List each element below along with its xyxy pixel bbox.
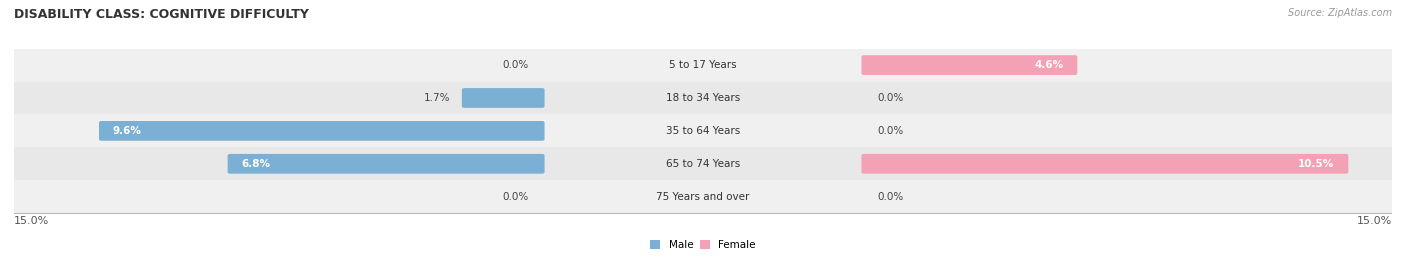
Text: Source: ZipAtlas.com: Source: ZipAtlas.com	[1288, 8, 1392, 18]
Legend: Male, Female: Male, Female	[645, 236, 761, 254]
Text: 35 to 64 Years: 35 to 64 Years	[666, 126, 740, 136]
FancyBboxPatch shape	[862, 55, 1077, 75]
FancyBboxPatch shape	[862, 154, 1348, 174]
Text: 5 to 17 Years: 5 to 17 Years	[669, 60, 737, 70]
Text: 0.0%: 0.0%	[877, 126, 904, 136]
Text: 65 to 74 Years: 65 to 74 Years	[666, 159, 740, 169]
Text: 1.7%: 1.7%	[423, 93, 450, 103]
Text: 0.0%: 0.0%	[877, 192, 904, 202]
Text: 0.0%: 0.0%	[877, 93, 904, 103]
FancyBboxPatch shape	[14, 49, 1392, 82]
Text: 10.5%: 10.5%	[1298, 159, 1334, 169]
Text: 15.0%: 15.0%	[1357, 217, 1392, 227]
FancyBboxPatch shape	[14, 82, 1392, 114]
Text: 4.6%: 4.6%	[1035, 60, 1063, 70]
FancyBboxPatch shape	[228, 154, 544, 174]
Text: 0.0%: 0.0%	[502, 192, 529, 202]
Text: 15.0%: 15.0%	[14, 217, 49, 227]
FancyBboxPatch shape	[98, 121, 544, 141]
FancyBboxPatch shape	[14, 114, 1392, 147]
Text: DISABILITY CLASS: COGNITIVE DIFFICULTY: DISABILITY CLASS: COGNITIVE DIFFICULTY	[14, 8, 309, 21]
Text: 6.8%: 6.8%	[242, 159, 270, 169]
FancyBboxPatch shape	[14, 180, 1392, 213]
Text: 0.0%: 0.0%	[502, 60, 529, 70]
FancyBboxPatch shape	[14, 147, 1392, 180]
Text: 18 to 34 Years: 18 to 34 Years	[666, 93, 740, 103]
Text: 9.6%: 9.6%	[112, 126, 142, 136]
Text: 75 Years and over: 75 Years and over	[657, 192, 749, 202]
FancyBboxPatch shape	[461, 88, 544, 108]
